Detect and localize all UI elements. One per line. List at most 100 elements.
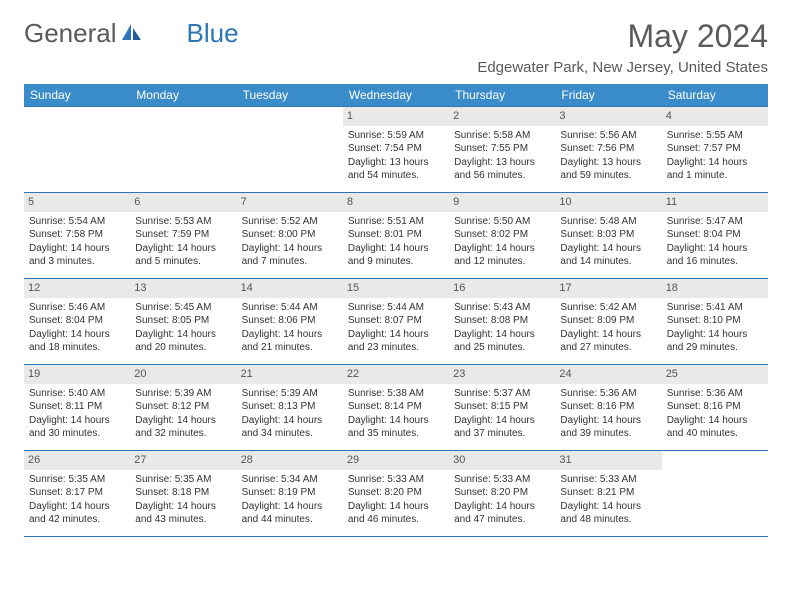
- logo-sail-icon: [121, 18, 143, 49]
- calendar-day-cell: [24, 107, 130, 193]
- calendar-day-cell: 16 Sunrise: 5:43 AMSunset: 8:08 PMDayligh…: [449, 279, 555, 365]
- calendar-day-cell: 14Sunrise: 5:44 AMSunset: 8:06 PMDayligh…: [237, 279, 343, 365]
- calendar-day-cell: 13 Sunrise: 5:45 AMSunset: 8:05 PMDayligh…: [130, 279, 236, 365]
- day-details: Sunrise: 5:47 AMSunset: 8:04 PMDaylight:…: [667, 215, 763, 269]
- day-details: Sunrise: 5:33 AMSunset: 8:20 PMDaylight:…: [348, 473, 444, 527]
- day-header: Friday: [555, 84, 661, 107]
- day-details: Sunrise: 5:48 AMSunset: 8:03 PMDaylight:…: [560, 215, 656, 269]
- day-number: 5: [24, 193, 130, 212]
- calendar-body: 1Sunrise: 5:59 AMSunset: 7:54 PMDaylight…: [24, 107, 768, 537]
- day-number: 22: [343, 365, 449, 384]
- day-number: 17: [555, 279, 661, 298]
- day-header: Monday: [130, 84, 236, 107]
- month-title: May 2024: [477, 18, 768, 55]
- day-details: Sunrise: 5:39 AMSunset: 8:12 PMDaylight:…: [135, 387, 231, 441]
- day-details: Sunrise: 5:51 AMSunset: 8:01 PMDaylight:…: [348, 215, 444, 269]
- calendar-day-cell: 2 Sunrise: 5:58 AMSunset: 7:55 PMDaylight…: [449, 107, 555, 193]
- day-number: 31: [555, 451, 661, 470]
- calendar-day-cell: 5 Sunrise: 5:54 AMSunset: 7:58 PMDaylight…: [24, 193, 130, 279]
- calendar-day-cell: 7 Sunrise: 5:52 AMSunset: 8:00 PMDaylight…: [237, 193, 343, 279]
- day-number: 16: [449, 279, 555, 298]
- calendar-day-cell: 30Sunrise: 5:33 AMSunset: 8:20 PMDayligh…: [449, 451, 555, 537]
- calendar-week-row: 26 Sunrise: 5:35 AMSunset: 8:17 PMDayligh…: [24, 451, 768, 537]
- calendar-day-cell: 6 Sunrise: 5:53 AMSunset: 7:59 PMDaylight…: [130, 193, 236, 279]
- day-header: Saturday: [662, 84, 768, 107]
- day-number: 12: [24, 279, 130, 298]
- day-details: Sunrise: 5:34 AMSunset: 8:19 PMDaylight:…: [242, 473, 338, 527]
- day-details: Sunrise: 5:58 AMSunset: 7:55 PMDaylight:…: [454, 129, 550, 183]
- calendar-day-cell: 20 Sunrise: 5:39 AMSunset: 8:12 PMDayligh…: [130, 365, 236, 451]
- day-details: Sunrise: 5:59 AMSunset: 7:54 PMDaylight:…: [348, 129, 444, 183]
- day-number: 10: [555, 193, 661, 212]
- day-number: 4: [662, 107, 768, 126]
- day-details: Sunrise: 5:46 AMSunset: 8:04 PMDaylight:…: [29, 301, 125, 355]
- calendar-day-cell: 27 Sunrise: 5:35 AMSunset: 8:18 PMDayligh…: [130, 451, 236, 537]
- day-details: Sunrise: 5:53 AMSunset: 7:59 PMDaylight:…: [135, 215, 231, 269]
- day-header: Tuesday: [237, 84, 343, 107]
- day-number: 26: [24, 451, 130, 470]
- day-details: Sunrise: 5:56 AMSunset: 7:56 PMDaylight:…: [560, 129, 656, 183]
- calendar-day-cell: 26 Sunrise: 5:35 AMSunset: 8:17 PMDayligh…: [24, 451, 130, 537]
- day-number: 18: [662, 279, 768, 298]
- day-details: Sunrise: 5:41 AMSunset: 8:10 PMDaylight:…: [667, 301, 763, 355]
- day-number: 7: [237, 193, 343, 212]
- day-details: Sunrise: 5:43 AMSunset: 8:08 PMDaylight:…: [454, 301, 550, 355]
- day-number: 9: [449, 193, 555, 212]
- day-details: Sunrise: 5:33 AMSunset: 8:21 PMDaylight:…: [560, 473, 656, 527]
- calendar-day-cell: [130, 107, 236, 193]
- day-number: 24: [555, 365, 661, 384]
- logo-text-blue: Blue: [187, 18, 239, 49]
- header: General Blue May 2024 Edgewater Park, Ne…: [24, 18, 768, 76]
- calendar-week-row: 5 Sunrise: 5:54 AMSunset: 7:58 PMDaylight…: [24, 193, 768, 279]
- day-header: Thursday: [449, 84, 555, 107]
- calendar-week-row: 12 Sunrise: 5:46 AMSunset: 8:04 PMDayligh…: [24, 279, 768, 365]
- calendar-day-cell: 17 Sunrise: 5:42 AMSunset: 8:09 PMDayligh…: [555, 279, 661, 365]
- day-number: 20: [130, 365, 236, 384]
- calendar-day-cell: [662, 451, 768, 537]
- day-details: Sunrise: 5:54 AMSunset: 7:58 PMDaylight:…: [29, 215, 125, 269]
- calendar-day-cell: 12 Sunrise: 5:46 AMSunset: 8:04 PMDayligh…: [24, 279, 130, 365]
- calendar-day-cell: [237, 107, 343, 193]
- day-details: Sunrise: 5:50 AMSunset: 8:02 PMDaylight:…: [454, 215, 550, 269]
- day-details: Sunrise: 5:42 AMSunset: 8:09 PMDaylight:…: [560, 301, 656, 355]
- logo-text-gray: General: [24, 18, 117, 49]
- calendar-day-cell: 4Sunrise: 5:55 AMSunset: 7:57 PMDaylight…: [662, 107, 768, 193]
- day-details: Sunrise: 5:44 AMSunset: 8:07 PMDaylight:…: [348, 301, 444, 355]
- calendar-day-cell: 11 Sunrise: 5:47 AMSunset: 8:04 PMDayligh…: [662, 193, 768, 279]
- day-details: Sunrise: 5:45 AMSunset: 8:05 PMDaylight:…: [135, 301, 231, 355]
- day-number: 29: [343, 451, 449, 470]
- calendar-day-cell: 19Sunrise: 5:40 AMSunset: 8:11 PMDayligh…: [24, 365, 130, 451]
- day-details: Sunrise: 5:35 AMSunset: 8:17 PMDaylight:…: [29, 473, 125, 527]
- day-details: Sunrise: 5:36 AMSunset: 8:16 PMDaylight:…: [560, 387, 656, 441]
- calendar-day-cell: 23Sunrise: 5:37 AMSunset: 8:15 PMDayligh…: [449, 365, 555, 451]
- calendar-week-row: 19Sunrise: 5:40 AMSunset: 8:11 PMDayligh…: [24, 365, 768, 451]
- day-details: Sunrise: 5:52 AMSunset: 8:00 PMDaylight:…: [242, 215, 338, 269]
- location: Edgewater Park, New Jersey, United State…: [477, 59, 768, 76]
- calendar-day-cell: 29 Sunrise: 5:33 AMSunset: 8:20 PMDayligh…: [343, 451, 449, 537]
- day-number: 25: [662, 365, 768, 384]
- day-number: 3: [555, 107, 661, 126]
- calendar-day-cell: 8 Sunrise: 5:51 AMSunset: 8:01 PMDaylight…: [343, 193, 449, 279]
- logo: General Blue: [24, 18, 239, 49]
- day-number: 23: [449, 365, 555, 384]
- calendar-day-cell: 18 Sunrise: 5:41 AMSunset: 8:10 PMDayligh…: [662, 279, 768, 365]
- day-number: 11: [662, 193, 768, 212]
- title-block: May 2024 Edgewater Park, New Jersey, Uni…: [477, 18, 768, 76]
- day-details: Sunrise: 5:33 AMSunset: 8:20 PMDaylight:…: [454, 473, 550, 527]
- calendar-day-cell: 3 Sunrise: 5:56 AMSunset: 7:56 PMDaylight…: [555, 107, 661, 193]
- day-number: 6: [130, 193, 236, 212]
- day-number: 27: [130, 451, 236, 470]
- day-details: Sunrise: 5:44 AMSunset: 8:06 PMDaylight:…: [242, 301, 338, 355]
- calendar-day-cell: 31 Sunrise: 5:33 AMSunset: 8:21 PMDayligh…: [555, 451, 661, 537]
- calendar-day-cell: 1Sunrise: 5:59 AMSunset: 7:54 PMDaylight…: [343, 107, 449, 193]
- day-header: Sunday: [24, 84, 130, 107]
- day-details: Sunrise: 5:36 AMSunset: 8:16 PMDaylight:…: [667, 387, 763, 441]
- calendar-day-cell: 24 Sunrise: 5:36 AMSunset: 8:16 PMDayligh…: [555, 365, 661, 451]
- day-details: Sunrise: 5:35 AMSunset: 8:18 PMDaylight:…: [135, 473, 231, 527]
- day-number: 2: [449, 107, 555, 126]
- calendar-day-cell: 25 Sunrise: 5:36 AMSunset: 8:16 PMDayligh…: [662, 365, 768, 451]
- day-number: 13: [130, 279, 236, 298]
- calendar-day-cell: 22Sunrise: 5:38 AMSunset: 8:14 PMDayligh…: [343, 365, 449, 451]
- day-number: 8: [343, 193, 449, 212]
- calendar-day-cell: 21Sunrise: 5:39 AMSunset: 8:13 PMDayligh…: [237, 365, 343, 451]
